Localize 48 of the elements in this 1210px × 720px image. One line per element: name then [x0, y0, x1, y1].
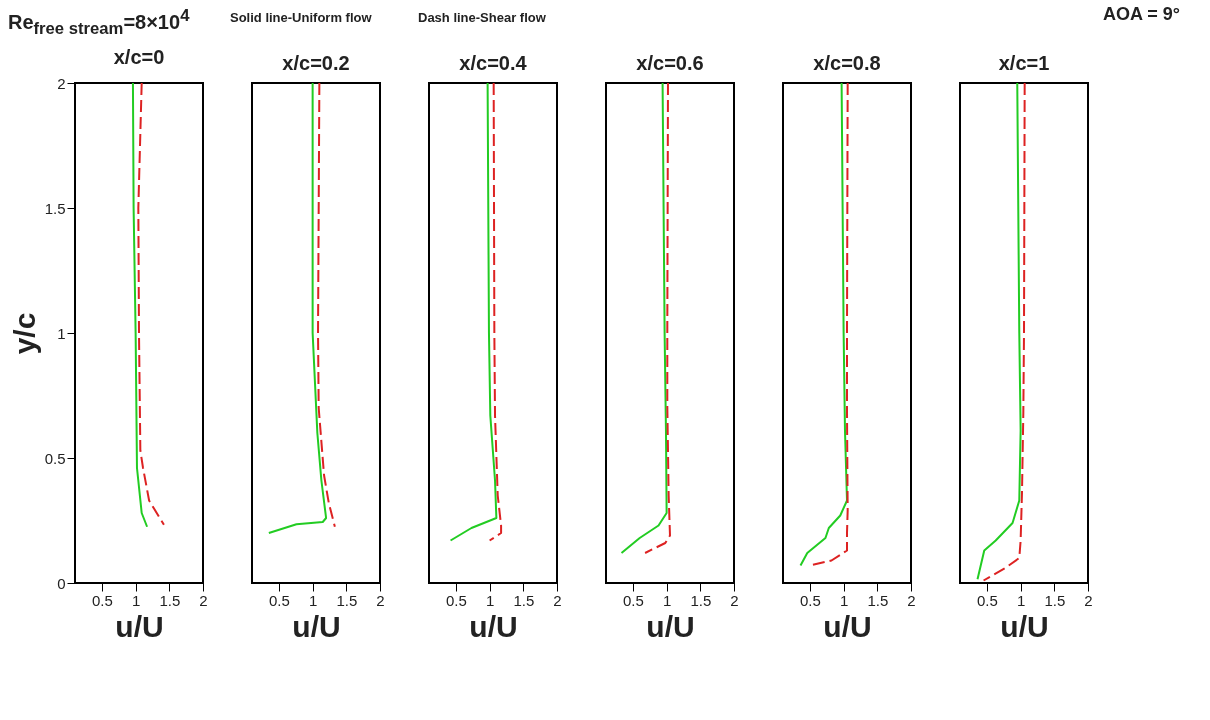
x-tick-label: 1 [839, 591, 849, 609]
x-tick-label: 1 [662, 591, 672, 609]
chart-title: x/c=0.2 [282, 52, 350, 74]
x-tick-label: 1.5 [336, 591, 358, 609]
x-tick-label: 0.5 [269, 591, 290, 609]
y-tick-label: 1 [57, 324, 66, 342]
x-tick-label: 1.5 [690, 591, 712, 609]
chart-title: x/c=0.6 [636, 52, 704, 74]
chart-title: x/c=0.8 [813, 52, 881, 74]
chart-title: x/c=0 [113, 46, 165, 68]
x-tick-label: 0.5 [623, 591, 644, 609]
x-axis-title: u/U [823, 609, 872, 643]
line-series [131, 82, 149, 528]
x-tick-label: 1 [1016, 591, 1026, 609]
x-tick-label: 0.5 [800, 591, 821, 609]
x-tick-label: 2 [730, 591, 739, 609]
x-tick-label: 2 [553, 591, 562, 609]
text: Solid line-Uniform flow [230, 10, 372, 25]
x-axis-title: u/U [115, 609, 164, 643]
chart-title: x/c=0.4 [459, 52, 528, 74]
x-tick-label: 1 [485, 591, 495, 609]
text: Dash line-Shear flow [418, 10, 546, 25]
chart-title: x/c=1 [998, 52, 1050, 74]
x-tick-label: 0.5 [92, 591, 113, 609]
x-tick-label: 1.5 [159, 591, 181, 609]
x-tick-label: 0.5 [446, 591, 467, 609]
x-axis-title: u/U [292, 609, 341, 643]
x-tick-label: 1.5 [867, 591, 889, 609]
x-axis-title: u/U [646, 609, 695, 643]
x-axis-title: u/U [469, 609, 518, 643]
y-tick-label: 0.5 [44, 449, 66, 467]
x-tick-label: 2 [907, 591, 916, 609]
x-axis-title: u/U [1000, 609, 1049, 643]
y-axis-title: y/c [7, 312, 41, 355]
x-tick-label: 1.5 [513, 591, 535, 609]
x-tick-label: 1 [131, 591, 141, 609]
x-tick-label: 1 [308, 591, 318, 609]
x-tick-label: 1.5 [1044, 591, 1066, 609]
text: Re$_{free stream}$=8×10$^{4}$ [8, 6, 190, 39]
text: AOA = 9° [1102, 4, 1180, 25]
x-tick-label: 2 [199, 591, 208, 609]
y-tick-label: 0 [57, 574, 66, 592]
y-tick-label: 2 [57, 74, 66, 92]
line-series [137, 82, 165, 526]
x-tick-label: 2 [1084, 591, 1093, 609]
y-tick-label: 1.5 [44, 199, 66, 217]
x-tick-label: 0.5 [977, 591, 998, 609]
x-tick-label: 2 [376, 591, 385, 609]
